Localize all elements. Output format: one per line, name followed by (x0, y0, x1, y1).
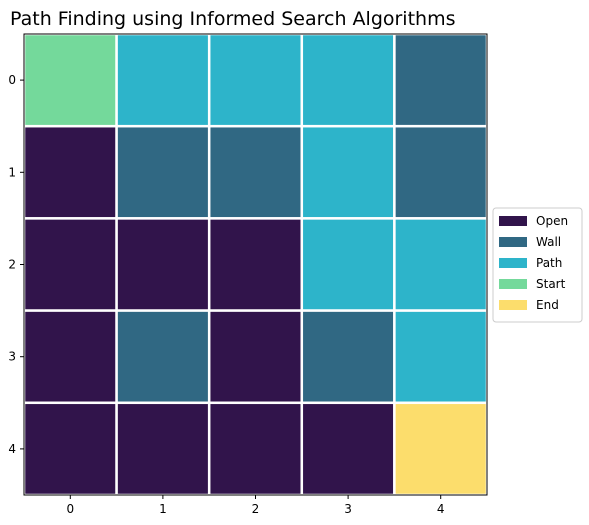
cell-1-3-path (300, 124, 396, 220)
legend-label-open: Open (536, 214, 568, 228)
cell-0-0-start (22, 32, 118, 128)
cell-3-4-path (393, 309, 489, 405)
legend-label-start: Start (536, 277, 566, 291)
legend-swatch-end (499, 300, 527, 310)
legend-swatch-wall (499, 237, 527, 247)
y-tick-label: 4 (8, 442, 16, 456)
cell-4-3-open (300, 401, 396, 497)
cell-3-2-open (207, 309, 304, 405)
cell-1-0-open (22, 124, 118, 220)
legend-label-end: End (536, 298, 559, 312)
cell-3-3-wall (300, 309, 396, 405)
legend-label-wall: Wall (536, 235, 561, 249)
cell-4-1-open (115, 401, 211, 497)
legend-frame (492, 207, 583, 323)
cell-3-0-open (22, 309, 118, 405)
y-axis-ticks: 0 1 2 3 4 (8, 73, 24, 456)
y-tick-label: 3 (8, 350, 16, 364)
cell-2-1-open (115, 217, 211, 312)
y-tick-label: 0 (8, 73, 16, 87)
cell-0-2-path (207, 32, 304, 128)
x-tick-label: 3 (344, 502, 352, 516)
legend: Open Wall Path Start End (492, 207, 583, 323)
cell-1-4-wall (393, 124, 489, 220)
cell-1-2-wall (207, 124, 304, 220)
legend-swatch-start (499, 279, 527, 289)
chart-title: Path Finding using Informed Search Algor… (10, 8, 456, 30)
cell-2-0-open (22, 217, 118, 312)
cell-0-1-path (115, 32, 211, 128)
cell-2-4-path (393, 217, 489, 312)
grid-cells (22, 32, 489, 497)
x-tick-label: 4 (437, 502, 445, 516)
legend-label-path: Path (536, 256, 562, 270)
legend-swatch-open (499, 216, 527, 226)
cell-0-3-path (300, 32, 396, 128)
cell-2-2-open (207, 217, 304, 312)
cell-2-3-path (300, 217, 396, 312)
cell-4-0-open (22, 401, 118, 497)
cell-1-1-wall (115, 124, 211, 220)
y-tick-label: 1 (8, 165, 16, 179)
legend-swatch-path (499, 258, 527, 268)
cell-4-2-open (207, 401, 304, 497)
y-tick-label: 2 (8, 258, 16, 272)
cell-0-4-wall (393, 32, 489, 128)
x-tick-label: 2 (252, 502, 260, 516)
x-axis-ticks: 0 1 2 3 4 (66, 495, 445, 516)
cell-4-4-end (393, 401, 489, 497)
cell-3-1-wall (115, 309, 211, 405)
x-tick-label: 1 (159, 502, 167, 516)
x-tick-label: 0 (66, 502, 74, 516)
